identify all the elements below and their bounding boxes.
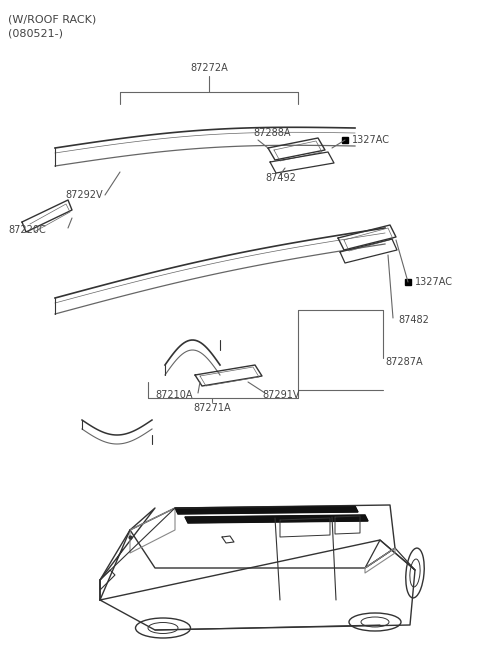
Text: 1327AC: 1327AC [352, 135, 390, 145]
Text: 1327AC: 1327AC [415, 277, 453, 287]
Text: 87220C: 87220C [8, 225, 46, 235]
Text: (080521-): (080521-) [8, 28, 63, 38]
Polygon shape [185, 515, 368, 523]
Text: 87288A: 87288A [253, 128, 290, 138]
Text: 87272A: 87272A [190, 63, 228, 73]
Text: 87287A: 87287A [385, 357, 422, 367]
Text: 87210A: 87210A [155, 390, 192, 400]
Text: 87492: 87492 [265, 173, 296, 183]
Text: 87292V: 87292V [65, 190, 103, 200]
Text: 87271A: 87271A [193, 403, 231, 413]
Text: (W/ROOF RACK): (W/ROOF RACK) [8, 14, 96, 24]
Polygon shape [175, 506, 358, 514]
Text: 87482: 87482 [398, 315, 429, 325]
Text: 87291V: 87291V [262, 390, 300, 400]
